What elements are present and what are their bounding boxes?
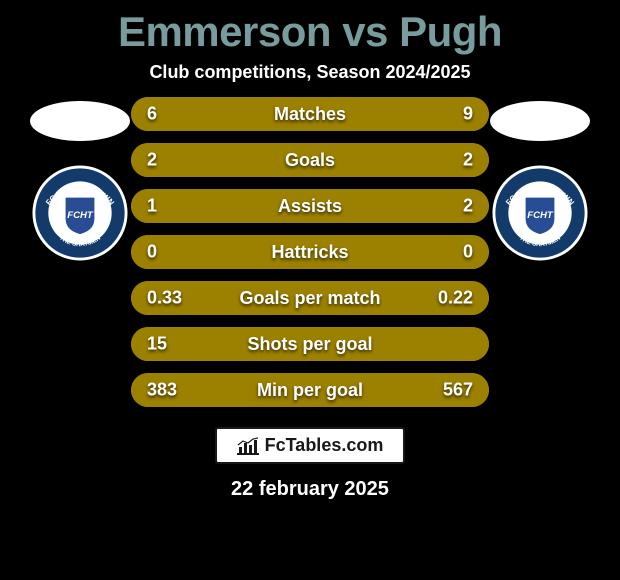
stat-label: Hattricks: [271, 242, 348, 263]
brand-chip: FcTables.com: [215, 427, 406, 464]
stat-row: 15 Shots per goal: [131, 327, 489, 361]
subtitle: Club competitions, Season 2024/2025: [149, 62, 470, 83]
date-stamp: 22 february 2025: [231, 478, 389, 501]
stat-label: Matches: [274, 104, 346, 125]
stat-value-left: 1: [147, 196, 157, 217]
stat-value-left: 6: [147, 104, 157, 125]
stat-value-left: 2: [147, 150, 157, 171]
vs-separator: vs: [342, 8, 388, 55]
stat-value-right: 0: [463, 242, 473, 263]
player-left-name: Emmerson: [118, 8, 331, 55]
brand-text: FcTables.com: [265, 435, 384, 456]
stat-value-right: 9: [463, 104, 473, 125]
stat-value-left: 15: [147, 334, 167, 355]
stat-row: 383 Min per goal 567: [131, 373, 489, 407]
stat-row: 2 Goals 2: [131, 143, 489, 177]
left-player-column: FCHTFC HALIFAX TOWNTHE SHAYMEN: [30, 101, 131, 261]
left-avatar-placeholder: [30, 101, 130, 141]
right-avatar-placeholder: [490, 101, 590, 141]
page-title: Emmerson vs Pugh: [118, 8, 502, 56]
stat-bars: 6 Matches 9 2 Goals 2 1 Assists 2 0 Hattricks 0 0.33…: [131, 97, 489, 407]
svg-text:FCHT: FCHT: [68, 210, 95, 221]
stat-value-right: 0.22: [438, 288, 473, 309]
left-club-badge: FCHTFC HALIFAX TOWNTHE SHAYMEN: [32, 165, 128, 261]
right-club-badge: FCHTFC HALIFAX TOWNTHE SHAYMEN: [492, 165, 588, 261]
stat-label: Shots per goal: [247, 334, 372, 355]
stat-label: Goals: [285, 150, 335, 171]
stat-fill-left: [131, 143, 310, 177]
stat-row: 0 Hattricks 0: [131, 235, 489, 269]
stat-value-left: 383: [147, 380, 177, 401]
stat-row: 1 Assists 2: [131, 189, 489, 223]
stat-value-right: 2: [463, 150, 473, 171]
player-right-name: Pugh: [399, 8, 502, 55]
stat-value-right: 567: [443, 380, 473, 401]
stat-label: Goals per match: [239, 288, 380, 309]
stat-row: 6 Matches 9: [131, 97, 489, 131]
stat-value-right: 2: [463, 196, 473, 217]
svg-text:FCHT: FCHT: [527, 210, 554, 221]
stat-value-left: 0: [147, 242, 157, 263]
brand-chart-icon: [237, 437, 259, 455]
comparison-card: Emmerson vs Pugh Club competitions, Seas…: [0, 0, 620, 580]
stat-row: 0.33 Goals per match 0.22: [131, 281, 489, 315]
stat-label: Assists: [278, 196, 342, 217]
stat-value-left: 0.33: [147, 288, 182, 309]
right-player-column: FCHTFC HALIFAX TOWNTHE SHAYMEN: [489, 101, 590, 261]
main-row: FCHTFC HALIFAX TOWNTHE SHAYMEN 6 Matches 9…: [30, 101, 590, 407]
footer: FcTables.com 22 february 2025: [215, 427, 406, 501]
stat-label: Min per goal: [257, 380, 363, 401]
